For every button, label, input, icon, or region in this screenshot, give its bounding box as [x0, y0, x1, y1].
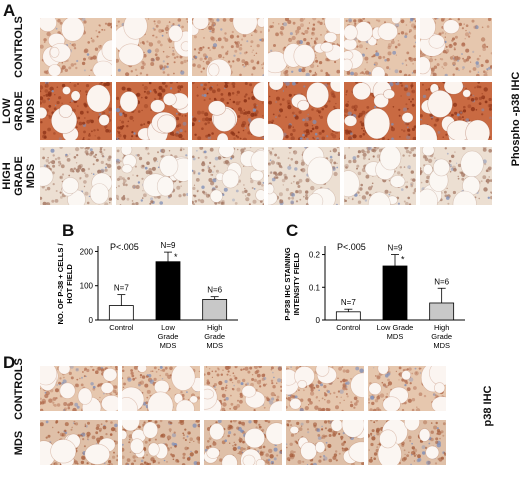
micrograph-tile [268, 18, 340, 76]
significance-marker: * [401, 255, 405, 265]
y-tick-label: 0 [316, 316, 321, 325]
y-axis-label-line: NO. OF P-38 + CELLS / [56, 243, 65, 325]
p-value-annotation: P<.005 [110, 242, 139, 252]
x-category-label-line: Grade [431, 332, 452, 341]
x-category-label: Control [336, 323, 361, 332]
micrograph-tile [420, 82, 492, 140]
y-axis-label: NO. OF P-38 + CELLS /HOT FIELD [56, 243, 74, 325]
micrograph-tile [286, 366, 364, 411]
x-category-label-line: MDS [433, 341, 450, 350]
micrograph-tile [204, 366, 282, 411]
x-category-label-line: Control [109, 323, 134, 332]
panel-a-side-label: Phospho -p38 IHC [510, 71, 520, 167]
x-category-label-line: High [207, 323, 222, 332]
panel-d-side-label: p38 IHC [482, 385, 494, 427]
micrograph-tile [192, 82, 264, 140]
micrograph-tile [344, 147, 416, 205]
x-category-label: High Grade MDS [431, 323, 452, 350]
micrograph-tile [40, 147, 112, 205]
row-label-line: HIGH [1, 162, 13, 190]
y-tick-label: 0 [89, 316, 94, 325]
y-axis-label-line: INTENSITY FIELD [292, 252, 301, 315]
micrograph-tile [40, 18, 112, 76]
x-category-label: Low Grade MDS [158, 323, 179, 350]
micrograph-tile [116, 18, 188, 76]
micrograph-tile [368, 366, 446, 411]
x-category-label-line: High [434, 323, 449, 332]
y-tick-label: 0.2 [309, 251, 321, 260]
micrograph-tile [368, 420, 446, 465]
micrograph-tile [40, 82, 112, 140]
x-category-label: High Grade MDS [204, 323, 225, 350]
bar [155, 261, 181, 321]
panel-b-letter: B [62, 221, 75, 240]
y-axis-label-line: HOT FIELD [65, 264, 74, 304]
n-label: N=7 [341, 298, 356, 307]
n-label: N=9 [161, 241, 176, 250]
micrograph-tile [344, 18, 416, 76]
micrograph-tile [420, 147, 492, 205]
panel-c-letter: C [286, 221, 299, 240]
bar [108, 305, 134, 321]
bar [202, 299, 228, 321]
x-category-label-line: Grade [158, 332, 179, 341]
micrograph-tile [268, 82, 340, 140]
panel-d-letter: D [3, 353, 16, 372]
micrograph-tile [192, 18, 264, 76]
y-tick-label: 0.1 [309, 283, 321, 292]
p-value-annotation: P<.005 [337, 242, 366, 252]
micrograph-tile [420, 18, 492, 76]
micrograph-tile [122, 420, 200, 465]
y-axis-label-line: P-P38 IHC STAINING [283, 247, 292, 320]
micrograph-tile [122, 366, 200, 411]
x-category-label-line: MDS [206, 341, 223, 350]
row-label-line: MDS [25, 163, 37, 189]
micrograph-tile [116, 147, 188, 205]
row-label-line: GRADE [13, 156, 25, 196]
x-category-label-line: Control [336, 323, 361, 332]
x-category-label-line: Low [161, 323, 175, 332]
micrograph-tile [344, 82, 416, 140]
panel-c-bar-chart: P-P38 IHC STAININGINTENSITY FIELD 0 0.1 0.2… [283, 242, 465, 350]
bar [382, 265, 408, 321]
micrograph-tile [268, 147, 340, 205]
micrograph-tile [286, 420, 364, 465]
y-tick-label: 100 [80, 282, 94, 291]
n-label: N=6 [434, 277, 449, 286]
panel-a-letter: A [3, 1, 16, 20]
row-label: HIGH GRADE MDS [1, 136, 37, 216]
x-category-label: Low Grade MDS [377, 323, 414, 341]
x-category-label-line: Grade [204, 332, 225, 341]
x-category-label: Control [109, 323, 134, 332]
y-tick-label: 200 [80, 247, 94, 256]
bar [429, 302, 455, 321]
micrograph-tile [204, 420, 282, 465]
micrograph-tile [192, 147, 264, 205]
micrograph-tile [116, 82, 188, 140]
x-category-label-line: MDS [160, 341, 177, 350]
n-label: N=7 [114, 284, 129, 293]
n-label: N=6 [207, 286, 222, 295]
y-axis-label: P-P38 IHC STAININGINTENSITY FIELD [283, 247, 301, 320]
n-label: N=9 [388, 244, 403, 253]
significance-marker: * [174, 252, 178, 262]
panel-b-bar-chart: NO. OF P-38 + CELLS /HOT FIELD 0 100 200 P<.… [56, 241, 238, 350]
micrograph-tile [40, 366, 118, 411]
micrograph-tile [40, 420, 118, 465]
bar [335, 311, 361, 321]
x-category-label-line: Low Grade [377, 323, 414, 332]
x-category-label-line: MDS [387, 332, 404, 341]
